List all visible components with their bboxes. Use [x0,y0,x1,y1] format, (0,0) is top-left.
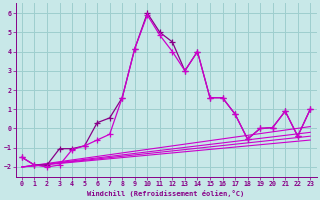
X-axis label: Windchill (Refroidissement éolien,°C): Windchill (Refroidissement éolien,°C) [87,190,245,197]
